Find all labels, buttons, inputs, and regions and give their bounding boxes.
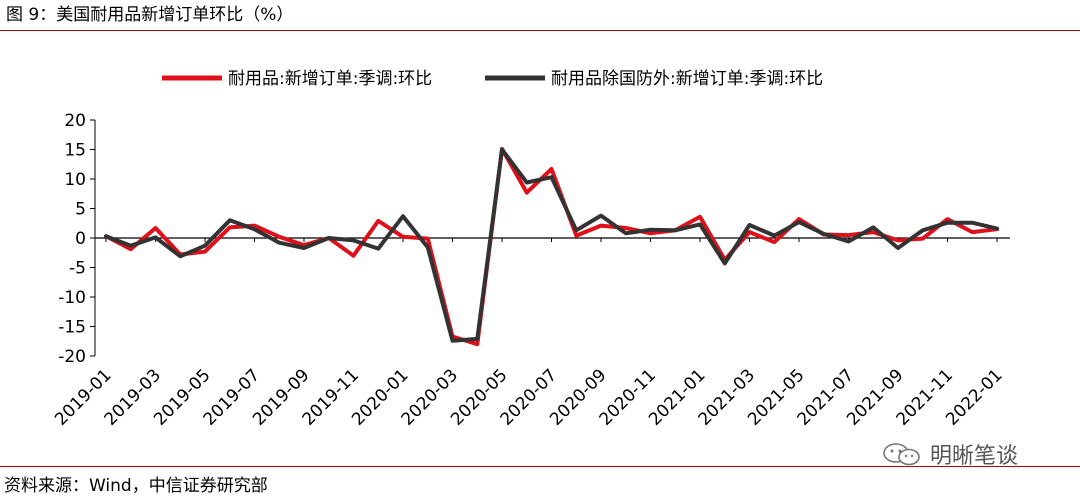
y-tick-label: 0 <box>75 229 86 249</box>
chart-series <box>104 146 999 347</box>
watermark: 明晰笔谈 <box>880 438 1018 470</box>
y-tick-label: -5 <box>69 259 86 279</box>
chart-axes: 20151050-5-10-15-202019-012019-032019-05… <box>51 111 1010 430</box>
y-tick-label: 10 <box>64 170 86 190</box>
line-chart: 耐用品:新增订单:季调:环比 耐用品除国防外:新增订单:季调:环比 20 15 10 5… <box>51 69 1010 430</box>
y-tick-label: -10 <box>58 288 86 308</box>
chart-legend: 耐用品:新增订单:季调:环比 耐用品除国防外:新增订单:季调:环比 <box>162 69 823 89</box>
source-note: 资料来源：Wind，中信证券研究部 <box>4 476 268 496</box>
figure-title: 图 9：美国耐用品新增订单环比（%） <box>6 5 294 25</box>
series-line-1 <box>104 146 999 347</box>
wechat-logo-icon <box>883 443 920 466</box>
y-tick-label: 15 <box>64 141 86 161</box>
y-tick-label: -15 <box>58 318 86 338</box>
watermark-text: 明晰笔谈 <box>930 444 1019 469</box>
y-tick-label: 5 <box>75 200 86 220</box>
y-tick-label: -20 <box>58 347 86 367</box>
y-tick-label: 20 <box>64 111 86 131</box>
legend-label-1: 耐用品:新增订单:季调:环比 <box>228 69 432 89</box>
series-line-2 <box>104 147 999 343</box>
legend-label-2: 耐用品除国防外:新增订单:季调:环比 <box>551 69 823 89</box>
title-divider <box>0 30 1080 31</box>
source-divider <box>0 466 1080 467</box>
